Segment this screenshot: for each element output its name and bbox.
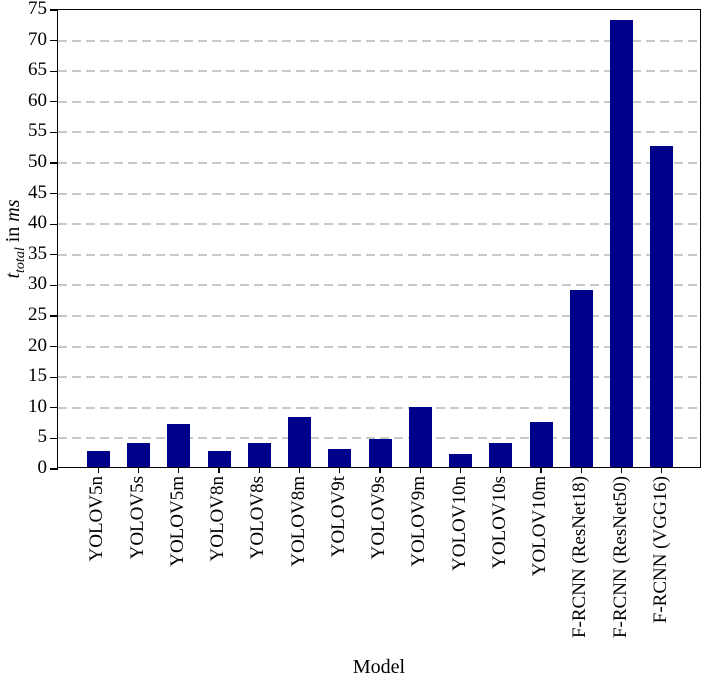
x-tick — [178, 467, 180, 473]
y-tick-label: 0 — [37, 457, 48, 478]
bar-YOLOV9t — [328, 448, 352, 467]
y-tick-label: 45 — [28, 181, 47, 203]
x-tick-label: YOLOV8s — [247, 476, 269, 560]
x-tick-label: YOLOV9t — [327, 476, 349, 558]
x-tick — [540, 467, 542, 473]
y-tick-label: 15 — [28, 365, 47, 387]
y-tick-label: 20 — [28, 334, 47, 356]
y-tick — [50, 162, 58, 164]
y-tick-label: 75 — [28, 0, 47, 19]
bar-YOLOV5n — [86, 451, 110, 467]
y-tick — [50, 407, 58, 409]
gridline — [58, 437, 700, 440]
gridline — [58, 223, 700, 226]
x-axis-label: Model — [352, 656, 406, 678]
x-tick-label: YOLOV5m — [166, 476, 188, 567]
gridline — [58, 315, 700, 317]
gridline — [58, 284, 700, 287]
x-tick — [298, 467, 301, 473]
bar-YOLOV8s — [247, 442, 271, 467]
gridline — [58, 100, 700, 103]
bar-YOLOV9s — [368, 438, 392, 467]
x-tick-label: F-RCNN (VGG16) — [649, 476, 671, 624]
y-tick — [50, 254, 58, 256]
x-tick — [258, 467, 260, 473]
y-tick — [50, 70, 58, 72]
y-tick-label: 10 — [28, 395, 47, 417]
x-tick-label: YOLOV10s — [488, 476, 510, 569]
y-tick-label: 60 — [28, 89, 47, 111]
bar-YOLOV10n — [449, 453, 472, 467]
y-tick — [50, 39, 58, 42]
bar-YOLOV8n — [207, 451, 231, 467]
y-tick-label: 40 — [28, 212, 47, 234]
x-tick — [661, 467, 663, 473]
y-tick-label: 55 — [28, 120, 47, 142]
x-tick — [97, 467, 99, 473]
x-tick — [379, 467, 381, 473]
x-tick — [419, 467, 421, 473]
x-tick — [580, 467, 582, 473]
y-tick — [50, 376, 58, 378]
x-tick — [500, 467, 502, 473]
y-tick — [50, 315, 58, 317]
x-tick-label: YOLOV10m — [529, 476, 550, 577]
bar-YOLOV5m — [167, 423, 191, 467]
x-tick-label: F-RCNN (ResNet50) — [609, 476, 631, 639]
y-tick — [50, 9, 58, 11]
bar-YOLOV10s — [489, 443, 513, 467]
x-tick-label: YOLOV8n — [207, 476, 228, 562]
bar-YOLOV8m — [288, 417, 311, 467]
x-tick-label: F-RCNN (ResNet18) — [569, 476, 591, 639]
gridline — [58, 39, 700, 42]
y-tick-label: 25 — [28, 304, 47, 325]
x-tick-label: YOLOV5s — [126, 476, 148, 560]
gridline — [58, 162, 700, 164]
bar-YOLOV5s — [127, 443, 150, 467]
bar-F-RCNN (ResNet18) — [569, 289, 593, 467]
x-tick-label: YOLOV5n — [86, 476, 108, 562]
x-tick-label: YOLOV9m — [408, 476, 430, 567]
gridline — [58, 406, 700, 409]
gridline — [58, 192, 700, 195]
x-tick — [620, 467, 623, 473]
gridline — [58, 253, 700, 256]
plot-area — [50, 9, 701, 473]
y-tick — [50, 101, 58, 103]
gridline — [58, 345, 700, 348]
x-tick — [218, 467, 220, 473]
y-tick — [50, 437, 58, 440]
gridline — [58, 131, 700, 134]
bar-YOLOV10m — [529, 421, 553, 467]
x-tick — [137, 467, 140, 473]
bar-F-RCNN (ResNet50) — [610, 20, 633, 467]
y-tick-label: 65 — [28, 59, 47, 81]
y-tick — [50, 192, 58, 195]
y-tick-label: 35 — [28, 242, 47, 264]
x-tick — [459, 467, 462, 473]
y-tick — [50, 468, 58, 470]
x-tick — [339, 467, 341, 473]
y-tick — [50, 223, 58, 225]
x-tick-label: YOLOV9s — [368, 476, 389, 560]
x-tick-label: YOLOV10n — [448, 476, 470, 571]
y-tick — [50, 131, 58, 134]
bar-F-RCNN (VGG16) — [650, 145, 674, 467]
y-tick — [50, 284, 58, 287]
y-tick-label: 30 — [28, 273, 47, 295]
y-tick-label: 70 — [28, 28, 47, 50]
bar-YOLOV9m — [408, 407, 432, 467]
y-tick — [50, 345, 58, 348]
x-tick-label: YOLOV8m — [287, 476, 309, 567]
y-tick-label: 5 — [37, 426, 48, 448]
gridline — [58, 70, 700, 73]
y-tick-label: 50 — [28, 151, 47, 172]
gridline — [58, 376, 700, 379]
